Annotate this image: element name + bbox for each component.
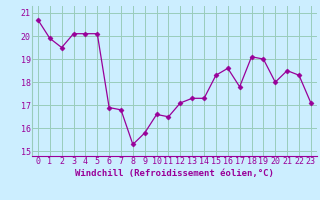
- X-axis label: Windchill (Refroidissement éolien,°C): Windchill (Refroidissement éolien,°C): [75, 169, 274, 178]
